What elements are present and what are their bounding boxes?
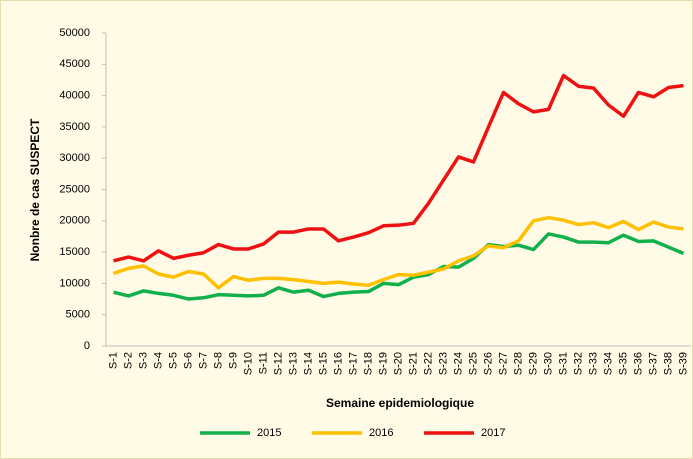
x-tick-label: S-36 [632, 352, 644, 375]
x-tick-label: S-6 [182, 352, 194, 369]
x-tick-label: S-11 [257, 352, 269, 374]
x-tick-label: S-27 [497, 352, 509, 375]
x-tick-label: S-16 [332, 352, 344, 375]
y-tick-label: 35000 [59, 121, 90, 133]
x-tick-label: S-13 [287, 352, 299, 375]
legend-label: 2016 [369, 427, 393, 439]
x-tick-label: S-3 [137, 352, 149, 369]
x-tick-label: S-37 [647, 352, 659, 375]
x-tick-label: S-15 [317, 352, 329, 375]
y-tick-label: 30000 [59, 152, 90, 164]
series-line [112, 215, 684, 290]
x-tick-label: S-9 [227, 352, 239, 369]
y-axis-title: Nonbre de cas SUSPECT [28, 118, 42, 261]
x-tick-label: S-2 [122, 352, 134, 369]
y-tick-label: 40000 [59, 90, 90, 102]
x-tick-label: S-10 [242, 352, 254, 375]
x-tick-label: S-25 [467, 352, 479, 375]
y-tick-label: 45000 [59, 58, 90, 70]
series-line [113, 73, 684, 263]
x-tick-label: S-20 [392, 352, 404, 375]
x-tick-label: S-17 [347, 352, 359, 375]
x-tick-label: S-28 [512, 352, 524, 375]
x-tick-label: S-14 [302, 352, 314, 375]
x-tick-label: S-32 [572, 352, 584, 375]
y-tick-label: 10000 [59, 277, 90, 289]
x-tick-label: S-18 [362, 352, 374, 375]
y-tick-label: 0 [84, 340, 90, 352]
y-tick-label: 25000 [59, 183, 90, 195]
x-axis-title: Semaine epidemiologique [326, 396, 474, 410]
x-tick-label: S-38 [662, 352, 674, 375]
x-tick-label: S-4 [152, 352, 164, 369]
legend-label: 2015 [257, 427, 281, 439]
x-tick-label: S-7 [197, 352, 209, 369]
x-tick-label: S-22 [422, 352, 434, 375]
legend-label: 2017 [481, 427, 505, 439]
y-tick-label: 20000 [59, 215, 90, 227]
x-tick-label: S-33 [587, 352, 599, 375]
x-tick-label: S-26 [482, 352, 494, 375]
x-tick-label: S-35 [617, 352, 629, 375]
x-tick-label: S-21 [407, 352, 419, 375]
x-tick-label: S-31 [557, 352, 569, 375]
x-tick-label: S-39 [677, 352, 689, 375]
x-tick-label: S-34 [602, 352, 614, 375]
x-tick-label: S-1 [107, 352, 119, 369]
x-tick-label: S-5 [167, 352, 179, 369]
x-tick-label: S-24 [452, 352, 464, 375]
y-tick-label: 5000 [66, 309, 90, 321]
x-tick-label: S-12 [272, 352, 284, 375]
x-tick-label: S-30 [542, 352, 554, 375]
x-tick-label: S-8 [212, 352, 224, 369]
x-tick-label: S-23 [437, 352, 449, 375]
x-tick-label: S-29 [527, 352, 539, 375]
y-tick-label: 50000 [59, 27, 90, 39]
series-line [113, 232, 685, 301]
y-tick-label: 15000 [59, 246, 90, 258]
x-tick-label: S-19 [377, 352, 389, 375]
